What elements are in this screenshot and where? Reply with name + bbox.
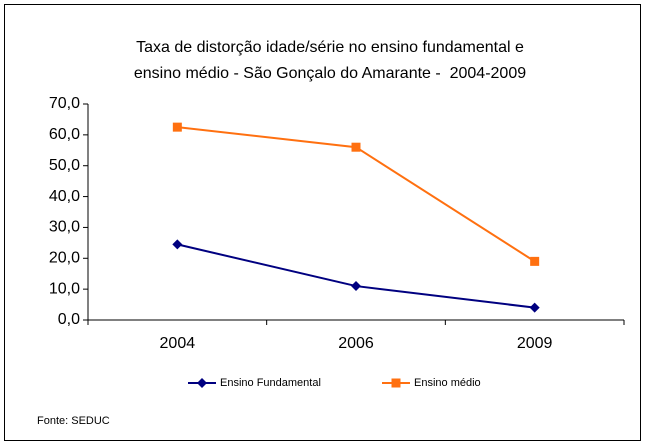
point: [351, 142, 361, 152]
y-tick-label: 10,0: [49, 280, 80, 297]
point: [529, 302, 540, 313]
point: [172, 122, 182, 132]
chart-border: [4, 4, 641, 441]
y-tick-label: 20,0: [49, 250, 80, 267]
point: [172, 239, 183, 250]
y-tick-label: 0,0: [58, 311, 80, 328]
chart-title: Taxa de distorção idade/série no ensino …: [136, 39, 524, 56]
x-tick-label: 2004: [160, 335, 196, 352]
point: [530, 256, 540, 266]
chart-title: ensino médio - São Gonçalo do Amarante -…: [134, 65, 526, 82]
y-tick-label: 40,0: [49, 188, 80, 205]
x-tick-label: 2009: [517, 335, 553, 352]
y-tick-label: 70,0: [49, 95, 80, 112]
y-tick-label: 30,0: [49, 219, 80, 236]
x-tick-label: 2006: [338, 335, 374, 352]
legend-marker: [197, 378, 207, 388]
legend-label: Ensino médio: [414, 377, 481, 389]
source-note: Fonte: SEDUC: [37, 415, 110, 427]
point: [351, 281, 361, 292]
y-tick-label: 60,0: [49, 126, 80, 143]
y-tick-label: 50,0: [49, 157, 80, 174]
legend-marker: [391, 378, 401, 388]
legend-label: Ensino Fundamental: [220, 377, 321, 389]
